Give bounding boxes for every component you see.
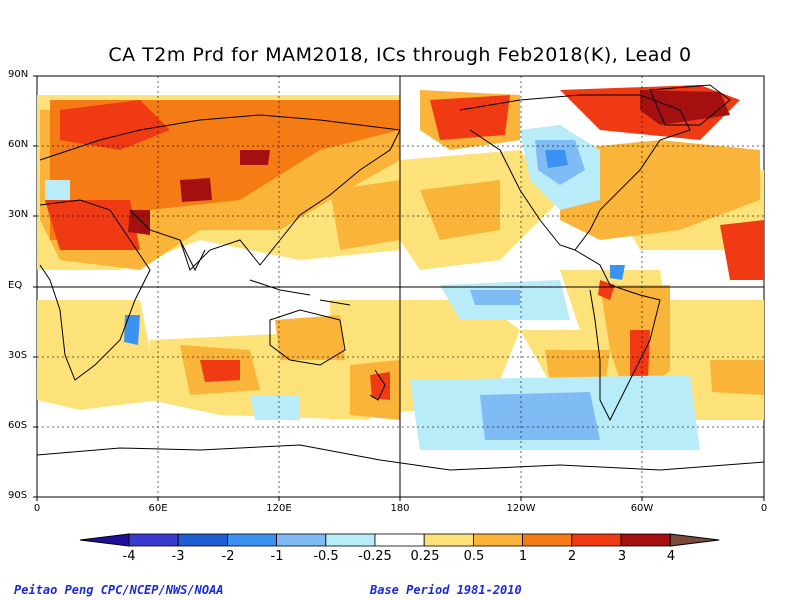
colorbar-box xyxy=(226,533,277,547)
colorbar-label: 2 xyxy=(567,549,577,564)
equator-and-dateline xyxy=(37,76,764,497)
credit-text: Peitao Peng CPC/NCEP/NWS/NOAA xyxy=(14,583,224,597)
base-period-text: Base Period 1981-2010 xyxy=(370,583,522,597)
lon-label-180: 180 xyxy=(390,503,410,514)
colorbar-label: 0.5 xyxy=(463,549,485,564)
coastlines xyxy=(36,84,765,471)
colorbar-box xyxy=(177,533,228,547)
colorbar-box xyxy=(128,533,179,547)
lat-label-60s: 60S xyxy=(8,420,28,431)
colorbar xyxy=(79,533,720,547)
map-panel xyxy=(33,75,765,501)
colorbar-label: 3 xyxy=(617,549,627,564)
colorbar-label: -1 xyxy=(270,549,284,564)
colorbar-end-high xyxy=(669,533,720,547)
lon-label-120e: 120E xyxy=(266,503,292,514)
map-title: CA T2m Prd for MAM2018, ICs through Feb2… xyxy=(108,44,692,66)
lat-label-eq: EQ xyxy=(8,280,23,291)
axis-ticks xyxy=(33,75,765,501)
colorbar-box xyxy=(571,533,622,547)
colorbar-label: -0.25 xyxy=(358,549,392,564)
colorbar-label: 0.25 xyxy=(410,549,440,564)
lon-label-60e: 60E xyxy=(148,503,168,514)
lat-label-30s: 30S xyxy=(8,350,28,361)
colorbar-box xyxy=(472,533,523,547)
colorbar-label: -3 xyxy=(171,549,185,564)
colorbar-box xyxy=(423,533,474,547)
lon-label-0-east: 0 xyxy=(760,503,768,514)
anomaly-shading xyxy=(37,85,764,450)
lon-label-0: 0 xyxy=(33,503,41,514)
colorbar-end-low xyxy=(79,533,130,547)
colorbar-label: -2 xyxy=(221,549,235,564)
colorbar-box xyxy=(522,533,573,547)
colorbar-label: 1 xyxy=(518,549,528,564)
colorbar-box xyxy=(276,533,327,547)
lat-label-60n: 60N xyxy=(8,139,29,150)
colorbar-label: 4 xyxy=(666,549,676,564)
colorbar-label: -0.5 xyxy=(313,549,339,564)
colorbar-box xyxy=(620,533,671,547)
lat-label-90n: 90N xyxy=(8,69,29,80)
colorbar-label: -4 xyxy=(122,549,136,564)
lon-label-120w: 120W xyxy=(506,503,536,514)
lon-label-60w: 60W xyxy=(630,503,654,514)
lat-label-90s: 90S xyxy=(8,490,28,501)
lat-label-30n: 30N xyxy=(8,209,29,220)
colorbar-box xyxy=(374,533,425,547)
colorbar-box xyxy=(325,533,376,547)
